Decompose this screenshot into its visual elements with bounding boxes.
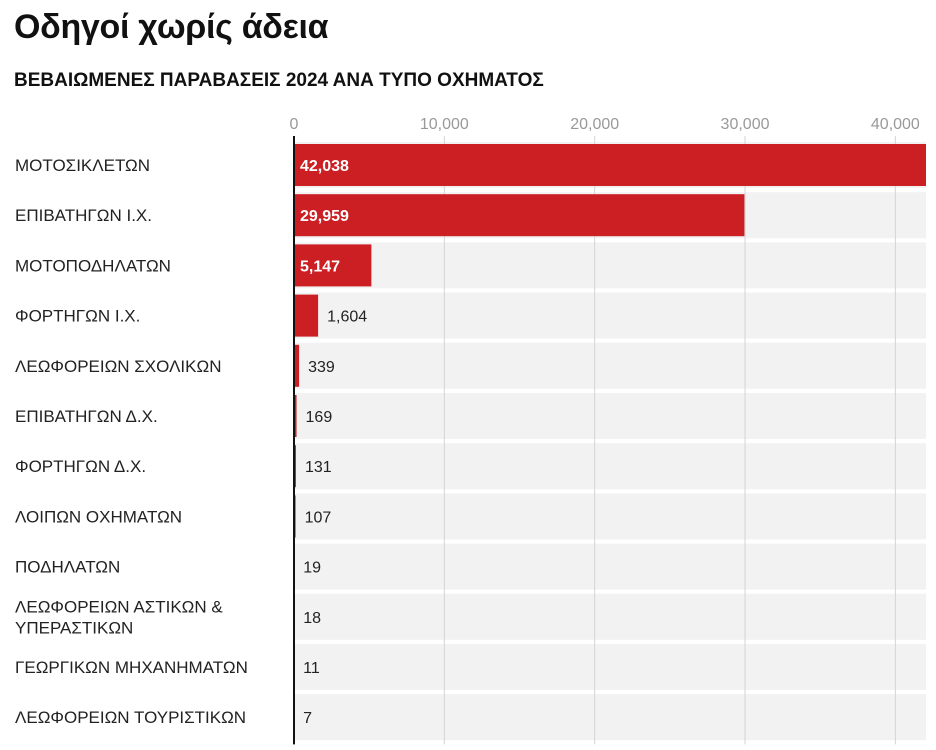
category-label: ΕΠΙΒΑΤΗΓΩΝ Δ.Χ.: [15, 407, 158, 426]
bar: [294, 194, 745, 237]
category-label: ΛΕΩΦΟΡΕΙΩΝ ΑΣΤΙΚΩΝ &: [15, 597, 223, 616]
data-label: 107: [305, 509, 332, 526]
category-label: ΛΟΙΠΩΝ ΟΧΗΜΑΤΩΝ: [15, 507, 182, 526]
category-label: ΥΠΕΡΑΣΤΙΚΩΝ: [15, 618, 133, 637]
row-background: [294, 593, 926, 640]
data-label: 1,604: [327, 309, 367, 326]
category-label: ΛΕΩΦΟΡΕΙΩΝ ΤΟΥΡΙΣΤΙΚΩΝ: [15, 708, 246, 727]
data-label: 29,959: [300, 208, 349, 225]
row-background: [294, 443, 926, 490]
row-background: [294, 342, 926, 389]
data-label: 131: [305, 459, 332, 476]
data-label: 7: [303, 710, 312, 727]
category-label: ΠΟΔΗΛΑΤΩΝ: [15, 558, 120, 577]
data-label: 42,038: [300, 158, 349, 175]
row-background: [294, 292, 926, 339]
row-background: [294, 543, 926, 590]
data-label: 19: [303, 560, 321, 577]
x-tick-label: 0: [290, 116, 299, 133]
chart-subtitle: ΒΕΒΑΙΩΜΕΝΕΣ ΠΑΡΑΒΑΣΕΙΣ 2024 ΑΝΑ ΤΥΠΟ ΟΧΗ…: [14, 70, 544, 91]
bar: [294, 395, 297, 437]
category-label: ΦΟΡΤΗΓΩΝ Ι.Χ.: [15, 307, 140, 326]
data-label: 339: [308, 359, 335, 376]
category-label: ΜΟΤΟΣΙΚΛΕΤΩΝ: [15, 156, 150, 175]
bar: [294, 344, 300, 387]
row-background: [294, 644, 926, 690]
row-background: [294, 242, 926, 289]
x-tick-label: 40,000: [871, 116, 920, 133]
x-tick-label: 10,000: [420, 116, 469, 133]
category-label: ΦΟΡΤΗΓΩΝ Δ.Χ.: [15, 457, 146, 476]
bar: [294, 244, 372, 287]
category-label: ΜΟΤΟΠΟΔΗΛΑΤΩΝ: [15, 256, 171, 275]
row-background: [294, 493, 926, 540]
category-label: ΛΕΩΦΟΡΕΙΩΝ ΣΧΟΛΙΚΩΝ: [15, 357, 221, 376]
row-background: [294, 694, 926, 741]
x-tick-label: 20,000: [570, 116, 619, 133]
chart-title: Οδηγοί χωρίς άδεια: [14, 8, 329, 46]
row-background: [294, 393, 926, 439]
data-label: 18: [303, 610, 321, 627]
category-label: ΕΠΙΒΑΤΗΓΩΝ Ι.Χ.: [15, 206, 152, 225]
bar: [294, 294, 319, 337]
data-label: 5,147: [300, 258, 340, 275]
data-label: 11: [303, 660, 320, 677]
category-label: ΓΕΩΡΓΙΚΩΝ ΜΗΧΑΝΗΜΑΤΩΝ: [15, 658, 248, 677]
bar: [294, 144, 926, 186]
x-tick-label: 30,000: [721, 116, 770, 133]
data-label: 169: [306, 409, 333, 426]
